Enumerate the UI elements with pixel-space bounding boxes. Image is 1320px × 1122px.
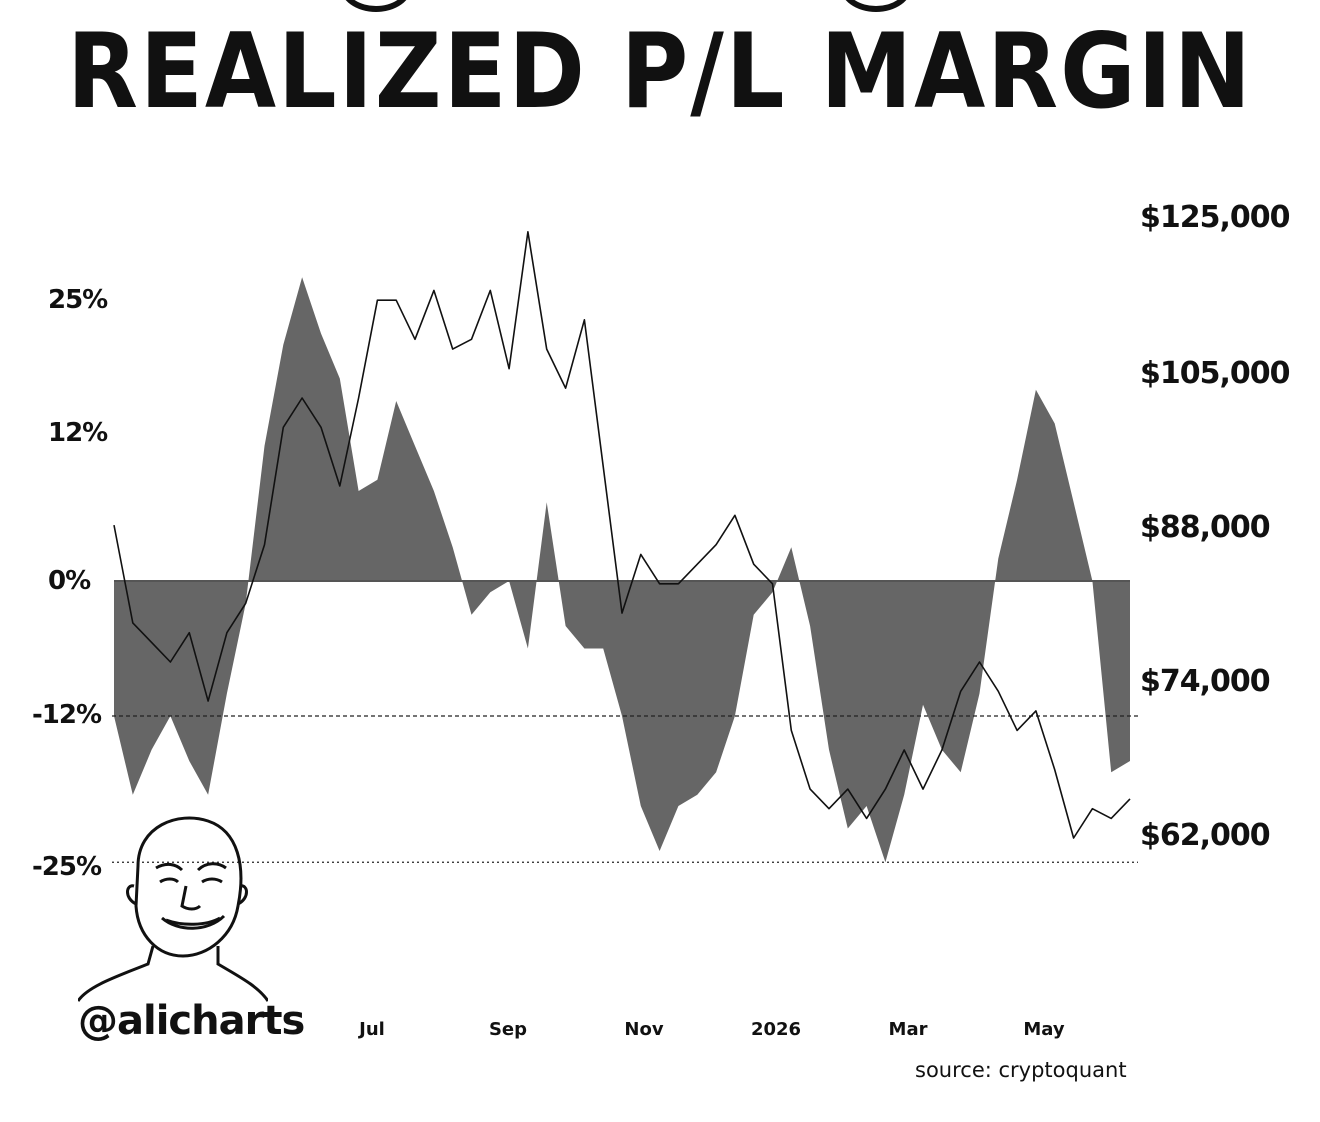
source-credit: source: cryptoquant — [915, 1058, 1127, 1082]
y-left-tick-label: 12% — [48, 418, 108, 448]
x-tick-label: Jul — [359, 1019, 385, 1040]
x-tick-label: Nov — [624, 1019, 664, 1040]
y-left-tick-label: 25% — [48, 285, 108, 315]
y-right-tick-label: $105,000 — [1140, 356, 1291, 391]
chart-title: REALIZED P/L MARGIN — [67, 11, 1253, 132]
y-right-tick-label: $74,000 — [1140, 664, 1271, 699]
author-avatar-icon — [78, 816, 268, 1002]
y-right-tick-label: $62,000 — [1140, 818, 1271, 853]
y-left-tick-label: -25% — [32, 852, 102, 882]
y-left-tick-label: 0% — [48, 566, 91, 596]
x-tick-label: 2026 — [750, 1019, 802, 1040]
y-right-tick-label: $88,000 — [1140, 510, 1271, 545]
price-line-series — [113, 231, 1131, 839]
margin-area-series — [114, 277, 1130, 863]
x-tick-label: Mar — [888, 1019, 928, 1040]
y-right-tick-label: $125,000 — [1140, 200, 1291, 235]
x-tick-label: Sep — [488, 1019, 528, 1040]
author-handle: @alicharts — [78, 998, 305, 1044]
y-left-tick-label: -12% — [32, 700, 102, 730]
x-tick-label: May — [1023, 1019, 1065, 1040]
